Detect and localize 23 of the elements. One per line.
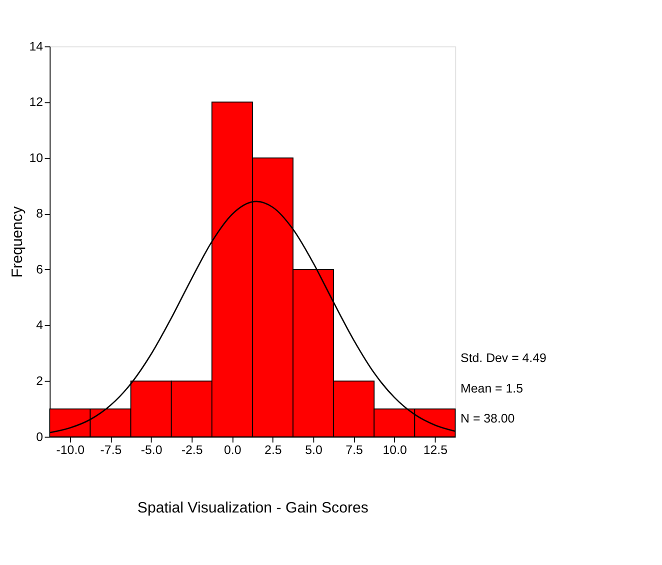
x-tick-label: 10.0 [382,443,408,458]
x-tick-label: -7.5 [100,443,122,458]
text: N = 38.00 [460,412,515,426]
x-tick-label: 5.0 [305,443,322,458]
y-tick-label: 8 [36,206,44,221]
y-tick-label: 10 [29,150,44,165]
y-tick-label: 0 [36,430,44,444]
x-tick-label: 7.5 [346,443,364,458]
y-tick-label: 12 [29,95,44,110]
y-tick-label: 14 [29,39,44,54]
x-tick-label: -2.5 [181,443,203,458]
text: Std. Dev = 4.49 [460,351,547,366]
x-tick-label: -5.0 [140,443,162,458]
text: Mean = 1.5 [460,381,524,396]
x-tick-label: 0.0 [224,443,242,458]
x-tick-label: -10.0 [56,443,85,458]
x-tick-label: 12.5 [423,443,448,458]
y-tick-label: 6 [36,262,44,276]
y-tick-label: 2 [36,374,44,388]
x-axis-title: Spatial Visualization - Gain Scores [137,500,368,517]
y-tick-label: 4 [36,318,44,332]
y-axis-title: Frequency [9,206,26,278]
x-tick-label: 2.5 [264,443,282,458]
